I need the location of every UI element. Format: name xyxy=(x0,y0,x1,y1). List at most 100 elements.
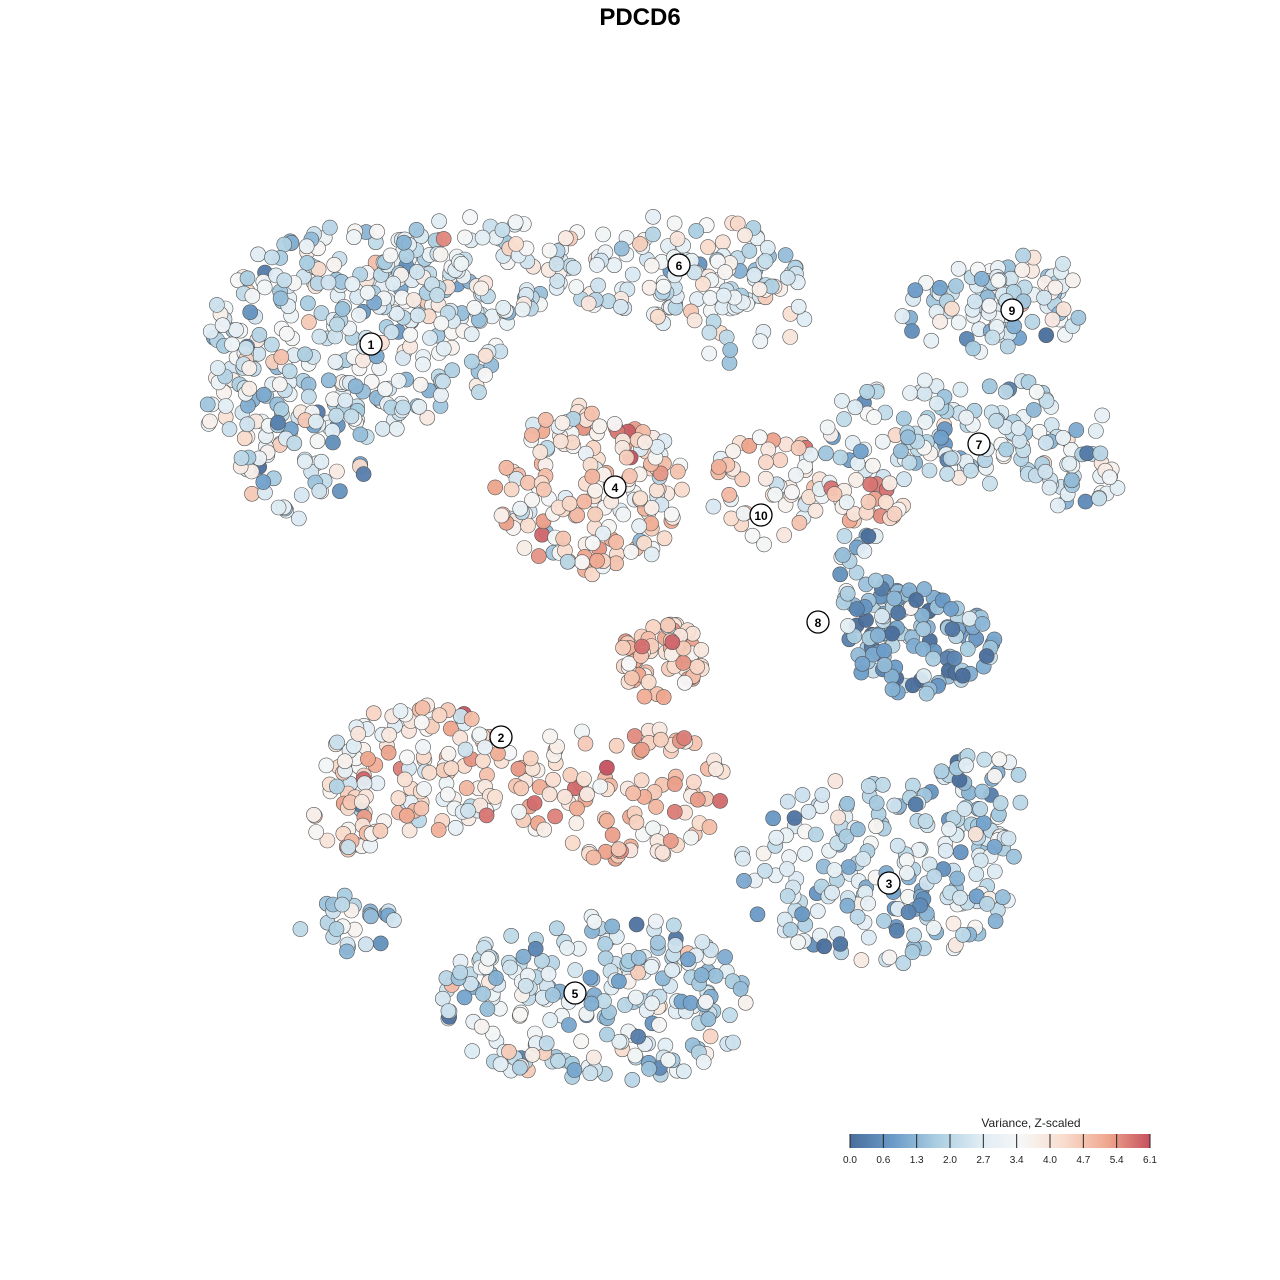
cell-point-cluster-1 xyxy=(359,284,376,301)
cell-point-cluster-2 xyxy=(390,790,407,807)
cell-point-cluster-2 xyxy=(513,780,530,797)
cell-point-cluster-2 xyxy=(576,771,592,787)
cluster-label-badge xyxy=(603,475,627,499)
cell-point-cluster-1 xyxy=(507,214,524,231)
cell-point-cluster-5 xyxy=(650,934,666,951)
cell-point-cluster-5 xyxy=(647,913,664,930)
cell-point-cluster-7 xyxy=(1041,479,1058,496)
cell-point-cluster-8 xyxy=(954,667,971,684)
cell-point-cluster-8 xyxy=(959,641,976,657)
cell-point-cluster-1 xyxy=(453,255,470,272)
cell-point-cluster-9 xyxy=(1024,313,1041,330)
cell-point-cluster-2 xyxy=(421,764,438,781)
cell-point-cluster-3 xyxy=(974,783,991,800)
cell-point-cluster-3 xyxy=(874,776,891,793)
cell-point-cluster-2 xyxy=(708,761,724,778)
cell-point-cluster-1 xyxy=(329,463,345,480)
cell-point-cluster-4 xyxy=(524,492,540,508)
cell-point-cluster-2 xyxy=(414,700,431,716)
cell-point-cluster-1 xyxy=(320,274,337,291)
cell-point-cluster-9 xyxy=(950,314,967,331)
cell-point-cluster-2 xyxy=(522,750,539,767)
cell-point-cluster-6 xyxy=(688,223,705,239)
cell-point-cluster-1 xyxy=(309,433,326,450)
cell-point-cluster-4 xyxy=(524,427,540,443)
cell-point-cluster-2 xyxy=(457,741,474,758)
cell-point-cluster-8 xyxy=(915,668,932,685)
cell-point-cluster-5 xyxy=(660,1052,677,1068)
cell-point-cluster-2 xyxy=(689,658,706,675)
cell-point-cluster-5 xyxy=(707,967,724,984)
cell-point-cluster-4 xyxy=(503,481,520,498)
cell-point-cluster-4 xyxy=(535,481,552,498)
cell-point-cluster-2 xyxy=(585,849,602,866)
cell-point-cluster-5 xyxy=(517,977,534,994)
cell-point-cluster-5 xyxy=(675,1063,692,1080)
cell-point-cluster-2 xyxy=(666,804,683,820)
cell-point-cluster-7 xyxy=(895,410,912,427)
cell-point-cluster-1 xyxy=(337,392,354,409)
cell-point-cluster-4 xyxy=(498,459,515,476)
cell-point-cluster-7 xyxy=(981,378,998,395)
cell-point-cluster-6 xyxy=(589,257,605,273)
cell-point-cluster-1 xyxy=(311,328,328,345)
cell-point-cluster-1 xyxy=(286,435,303,452)
cell-point-cluster-1 xyxy=(415,356,431,373)
cell-point-cluster-4 xyxy=(648,482,665,499)
cell-point-cluster-7 xyxy=(942,450,959,467)
cell-point-cluster-2 xyxy=(308,824,325,840)
cell-point-cluster-1 xyxy=(255,474,272,490)
cell-point-cluster-7 xyxy=(988,412,1005,429)
cell-point-cluster-2 xyxy=(633,772,650,789)
cell-point-cluster-1 xyxy=(347,378,364,395)
cell-point-cluster-1 xyxy=(224,336,240,353)
cell-point-cluster-5 xyxy=(464,1043,481,1059)
cell-point-cluster-4 xyxy=(608,534,625,550)
cell-point-cluster-5 xyxy=(586,913,603,930)
cell-point-cluster-4 xyxy=(606,416,623,432)
cell-point-cluster-8 xyxy=(860,528,877,545)
cell-point-cluster-5 xyxy=(538,1035,555,1052)
cell-point-cluster-1 xyxy=(311,483,328,499)
cell-point-cluster-5 xyxy=(717,949,733,965)
cell-point-cluster-2 xyxy=(440,745,457,762)
cell-point-cluster-7 xyxy=(852,443,869,460)
cell-point-cluster-3 xyxy=(968,866,985,882)
cell-point-cluster-8 xyxy=(870,627,886,644)
cluster-label-4: 4 xyxy=(603,475,627,499)
cell-point-cluster-2 xyxy=(633,741,650,758)
cell-point-cluster-8 xyxy=(946,650,963,667)
cell-point-cluster-3 xyxy=(1006,848,1022,865)
cell-point-cluster-4 xyxy=(669,463,686,480)
cell-point-cluster-4 xyxy=(520,517,536,534)
cell-point-cluster-1 xyxy=(297,453,313,470)
cell-point-cluster-1 xyxy=(508,236,524,252)
cell-point-cluster-1 xyxy=(477,367,494,383)
cluster-label-badge xyxy=(967,432,991,456)
cell-point-cluster-6 xyxy=(722,342,739,358)
cell-point-cluster-3 xyxy=(736,872,752,889)
cell-point-cluster-2 xyxy=(599,759,615,776)
cell-point-cluster-1 xyxy=(221,421,238,437)
cell-point-cluster-2 xyxy=(652,731,669,748)
cell-point-cluster-8 xyxy=(839,585,856,602)
cell-point-cluster-6 xyxy=(751,281,768,298)
cell-point-cluster-6 xyxy=(645,226,661,243)
cell-point-cluster-5 xyxy=(630,949,647,966)
cell-point-cluster-8 xyxy=(904,677,921,694)
colorbar-tick-label: 0.0 xyxy=(843,1155,857,1166)
cell-point-cluster-1 xyxy=(355,466,372,482)
cell-point-cluster-6 xyxy=(737,227,753,244)
cell-point-cluster-9 xyxy=(907,282,924,299)
cell-point-cluster-10 xyxy=(826,486,843,502)
cell-point-cluster-4 xyxy=(559,553,576,570)
cell-point-cluster-1 xyxy=(405,292,422,308)
cell-point-cluster-5 xyxy=(664,962,680,979)
cell-point-cluster-1 xyxy=(495,299,512,316)
cell-point-cluster-7 xyxy=(1064,472,1080,489)
cell-point-cluster-1 xyxy=(466,299,483,316)
cell-point-cluster-2 xyxy=(615,639,631,656)
cell-point-cluster-7 xyxy=(1010,420,1027,436)
cell-point-cluster-2 xyxy=(306,806,322,823)
cell-point-cluster-1 xyxy=(435,231,452,247)
